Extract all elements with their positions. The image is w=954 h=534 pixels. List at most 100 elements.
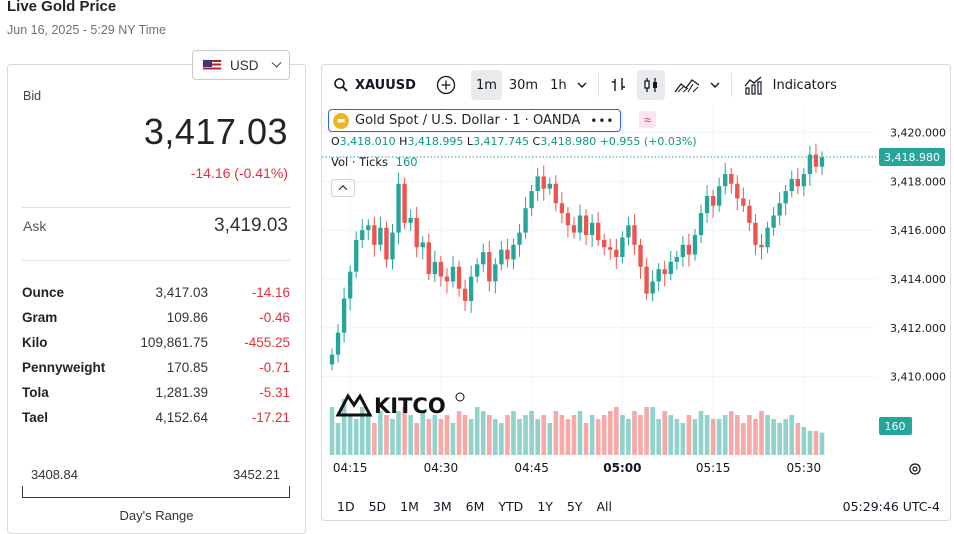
- candle-body: [716, 186, 722, 206]
- gold-coin-icon: ▬: [333, 112, 349, 129]
- volume-bar: [801, 427, 807, 455]
- candle-body: [783, 191, 788, 204]
- bars-icon: [611, 78, 625, 91]
- unit-change: -14.16: [251, 285, 290, 300]
- chart-toolbar: XAUUSD 1m 30m 1h Indicators: [322, 65, 950, 105]
- price-tick-label: 3,418.000: [890, 175, 946, 188]
- price-chart[interactable]: KITCO 3,420.000 3,418.000 3,416.000 3,414.0…: [322, 105, 951, 491]
- currency-select[interactable]: USD: [192, 50, 290, 80]
- volume-bar: [795, 423, 801, 455]
- range-button-1m[interactable]: 1M: [400, 498, 419, 514]
- candle-body: [360, 230, 365, 240]
- volume-bar: [396, 411, 401, 455]
- candle-body: [674, 257, 679, 262]
- ask-value: 3,419.03: [214, 215, 288, 236]
- interval-1m[interactable]: 1m: [470, 70, 502, 100]
- range-button-5d[interactable]: 5D: [368, 498, 387, 514]
- volume-bar: [420, 411, 426, 455]
- chart-type-button[interactable]: [669, 70, 705, 100]
- volume-bar: [444, 415, 450, 455]
- candle-body: [341, 298, 347, 333]
- time-tick-label: 05:15: [696, 461, 731, 475]
- settings-gear-icon[interactable]: [909, 463, 921, 475]
- candle-body: [565, 213, 571, 226]
- toolbar-separator: [730, 73, 732, 97]
- candle-body: [347, 271, 353, 299]
- compare-button[interactable]: [431, 70, 461, 100]
- h-label: H: [399, 135, 408, 148]
- collapse-legend-button[interactable]: [331, 179, 355, 197]
- l-label: L: [466, 135, 474, 148]
- candle-body: [535, 176, 540, 192]
- time-tick-label: 05:00: [603, 461, 641, 475]
- unit-price: 3,417.03: [155, 285, 208, 300]
- volume-bar: [668, 415, 674, 455]
- candle-body: [819, 157, 825, 167]
- indicators-icon: [744, 76, 762, 95]
- volume-bar: [819, 432, 825, 455]
- range-button-1d[interactable]: 1D: [337, 498, 355, 514]
- range-button-1y[interactable]: 1Y: [537, 498, 553, 514]
- chevron-down-icon: [577, 82, 587, 88]
- unit-name: Kilo: [22, 335, 48, 350]
- price-tick-label: 3,416.000: [890, 224, 946, 237]
- interval-dropdown[interactable]: [572, 70, 592, 100]
- volume-bar: [722, 415, 728, 455]
- volume-bar: [571, 415, 577, 455]
- symbol-label: XAUUSD: [355, 77, 416, 93]
- unit-change: -455.25: [244, 335, 290, 350]
- candle-body: [499, 249, 504, 265]
- range-button-5y[interactable]: 5Y: [566, 498, 583, 514]
- volume-bar: [329, 407, 335, 455]
- candle-body: [402, 183, 407, 223]
- volume-bar: [589, 415, 595, 455]
- volume-bar: [595, 419, 601, 455]
- page-title: Live Gold Price: [7, 0, 117, 15]
- candle-body: [571, 225, 577, 233]
- chart-type-dropdown[interactable]: [705, 70, 725, 100]
- candle-body: [735, 183, 740, 199]
- page-timestamp: Jun 16, 2025 - 5:29 NY Time: [7, 23, 166, 37]
- candle-body: [547, 183, 552, 189]
- volume-bar: [523, 415, 528, 455]
- candle-body: [608, 247, 613, 250]
- range-button-ytd[interactable]: YTD: [498, 498, 524, 514]
- volume-bar: [559, 415, 565, 455]
- range-button-6m[interactable]: 6M: [465, 498, 485, 514]
- add-symbol-icon: [436, 75, 456, 95]
- day-range-label: Day's Range: [119, 508, 194, 523]
- o-label: O: [331, 135, 340, 148]
- volume-bar: [759, 411, 764, 455]
- candle-body: [698, 213, 704, 236]
- change-value: +0.955 (+0.03%): [599, 135, 697, 148]
- volume-bar: [486, 415, 492, 455]
- interval-1h[interactable]: 1h: [550, 77, 567, 93]
- indicators-button[interactable]: Indicators: [738, 70, 842, 100]
- c-label: C: [532, 135, 541, 148]
- candle-body: [438, 261, 444, 277]
- candle-style-button[interactable]: [636, 70, 665, 100]
- volume-bar: [771, 419, 776, 455]
- symbol-search[interactable]: XAUUSD: [328, 70, 421, 100]
- candle-body: [668, 261, 673, 275]
- candle-body: [396, 183, 401, 233]
- candle-body: [475, 264, 480, 277]
- range-button-all[interactable]: All: [596, 498, 613, 514]
- volume-bar: [728, 411, 734, 455]
- volume-bar: [414, 423, 419, 455]
- candle-body: [807, 154, 813, 175]
- symbol-legend[interactable]: ▬ Gold Spot / U.S. Dollar · 1 · OANDA ••…: [328, 109, 622, 132]
- watermark-text: KITCO: [374, 394, 446, 418]
- close-value: 3,418.980: [540, 135, 597, 148]
- bar-style-button[interactable]: [605, 70, 633, 100]
- candle-body: [481, 252, 486, 265]
- volume-bar: [614, 407, 619, 455]
- interval-30m[interactable]: 30m: [508, 77, 539, 93]
- candle-body: [662, 269, 667, 275]
- currency-code: USD: [230, 57, 259, 73]
- candle-body: [354, 239, 359, 272]
- range-button-3m[interactable]: 3M: [432, 498, 452, 514]
- more-options-icon[interactable]: •••: [590, 113, 615, 128]
- candle-body: [450, 266, 456, 282]
- candle-body: [747, 205, 752, 223]
